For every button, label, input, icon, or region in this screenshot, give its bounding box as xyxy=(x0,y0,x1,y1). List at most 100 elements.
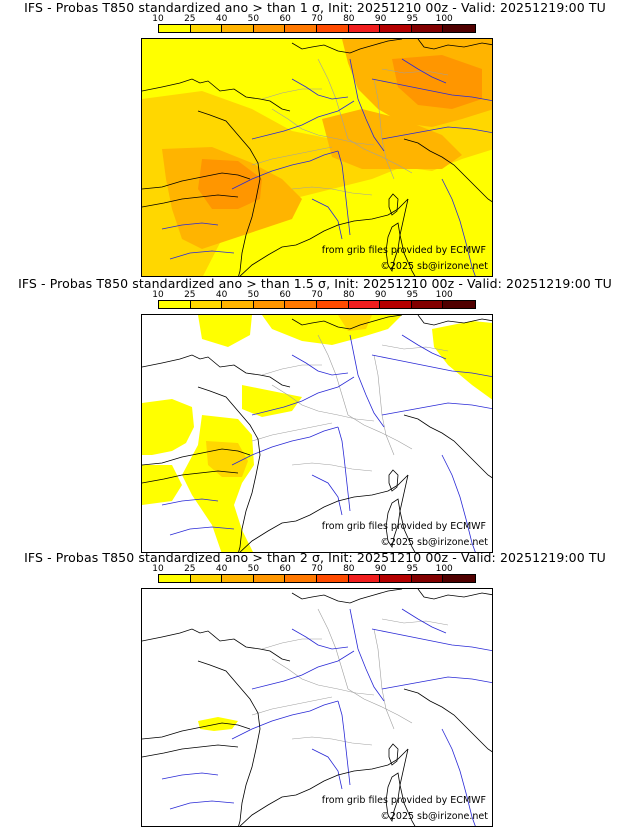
scale-label-90: 90 xyxy=(374,290,387,300)
admin-border xyxy=(291,186,373,196)
forecast-panel-1: IFS - Probas T850 standardized ano > tha… xyxy=(0,0,630,277)
river xyxy=(231,426,339,466)
coastline xyxy=(388,193,399,216)
scale-swatch-25 xyxy=(190,301,223,308)
river xyxy=(161,498,219,506)
probability-area xyxy=(338,315,372,331)
river xyxy=(161,772,219,780)
scale-swatch-95 xyxy=(411,25,444,32)
coastline xyxy=(385,772,401,823)
river xyxy=(169,250,235,260)
admin-border xyxy=(251,696,333,716)
river xyxy=(291,78,349,100)
scale-label-50: 50 xyxy=(247,290,260,300)
rivers xyxy=(161,334,492,552)
coastline xyxy=(417,315,492,326)
coastline xyxy=(197,110,261,276)
scale-swatch-95 xyxy=(411,575,444,582)
scale-swatch-50 xyxy=(253,301,286,308)
admin-border xyxy=(261,88,322,100)
probability-area xyxy=(198,315,252,347)
map-svg xyxy=(142,39,492,276)
panel-title: IFS - Probas T850 standardized ano > tha… xyxy=(24,0,606,15)
credit-source: from grib files provided by ECMWF xyxy=(321,245,486,256)
scale-swatch-70 xyxy=(316,25,349,32)
probability-fill xyxy=(142,39,492,276)
scale-swatch-100 xyxy=(443,25,475,32)
coastline xyxy=(403,414,492,479)
probability-area xyxy=(198,159,262,209)
admin-border xyxy=(381,344,449,352)
admin-border xyxy=(381,68,449,76)
scale-label-80: 80 xyxy=(343,564,355,574)
river xyxy=(169,526,235,536)
rivers xyxy=(161,58,492,276)
river xyxy=(337,150,351,236)
color-scale-labels: 10 25 40 50 60 70 80 90 95 100 xyxy=(152,290,476,300)
river xyxy=(291,354,349,376)
credit-source: from grib files provided by ECMWF xyxy=(321,795,486,806)
coastline xyxy=(142,354,291,388)
scale-swatch-50 xyxy=(253,25,286,32)
forecast-panel-3: IFS - Probas T850 standardized ano > tha… xyxy=(0,550,630,827)
color-scale-bar xyxy=(158,300,476,309)
coastline xyxy=(385,222,401,273)
admin-border xyxy=(347,414,413,450)
river xyxy=(349,58,385,152)
coastline xyxy=(142,722,251,740)
coastline xyxy=(142,470,239,484)
credit-copyright: ©2025 sb@irizone.net xyxy=(380,811,488,822)
coastline xyxy=(291,39,403,54)
scale-label-95: 95 xyxy=(406,290,419,300)
river xyxy=(337,426,351,512)
scale-swatch-70 xyxy=(316,575,349,582)
scale-label-10: 10 xyxy=(152,564,164,574)
river xyxy=(231,150,339,190)
coastline xyxy=(399,748,416,826)
admin-border xyxy=(317,334,349,416)
admin-border xyxy=(271,108,375,146)
admin-border xyxy=(373,78,395,180)
probability-area xyxy=(182,415,254,552)
scale-label-60: 60 xyxy=(279,564,291,574)
scale-label-95: 95 xyxy=(406,14,419,24)
color-scale-bar xyxy=(158,574,476,583)
admin-border xyxy=(373,628,395,730)
scale-swatch-40 xyxy=(222,301,254,308)
river xyxy=(401,334,447,360)
rivers xyxy=(161,608,492,826)
coastline xyxy=(142,628,291,662)
admin-border xyxy=(381,618,449,626)
river xyxy=(251,376,355,416)
scale-swatch-90 xyxy=(380,575,412,582)
coastline xyxy=(388,743,399,766)
map-svg xyxy=(142,315,492,552)
coastline xyxy=(239,474,409,552)
scale-swatch-25 xyxy=(190,575,223,582)
coastline xyxy=(417,39,492,50)
coastline xyxy=(239,748,409,826)
coastlines xyxy=(142,589,492,826)
credit-copyright: ©2025 sb@irizone.net xyxy=(380,537,488,548)
probability-area xyxy=(142,399,194,455)
scale-label-25: 25 xyxy=(184,564,196,574)
coastline xyxy=(142,194,239,208)
coastlines xyxy=(142,39,492,276)
probability-area xyxy=(142,465,182,505)
coastline xyxy=(142,78,291,112)
river xyxy=(311,474,343,516)
credit-copyright: ©2025 sb@irizone.net xyxy=(380,261,488,272)
scale-swatch-50 xyxy=(253,575,286,582)
scale-swatch-60 xyxy=(285,25,317,32)
admin-border xyxy=(261,638,322,650)
scale-label-50: 50 xyxy=(247,564,260,574)
admin-border xyxy=(373,354,395,456)
coastline xyxy=(388,469,399,492)
river xyxy=(401,58,447,84)
scale-swatch-90 xyxy=(380,25,412,32)
river xyxy=(381,676,492,690)
scale-label-80: 80 xyxy=(343,14,355,24)
admin-border xyxy=(271,658,375,696)
coastline xyxy=(291,589,403,604)
scale-label-90: 90 xyxy=(374,14,387,24)
